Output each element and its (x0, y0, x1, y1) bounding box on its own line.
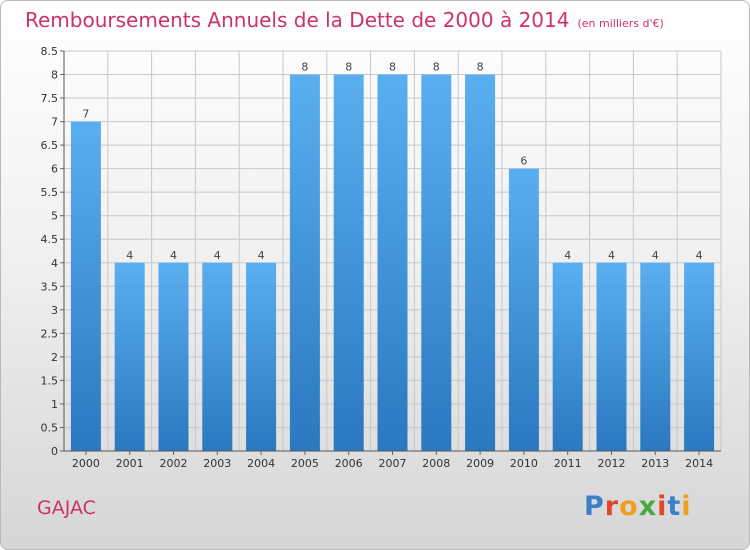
y-tick-label: 5 (51, 210, 58, 223)
y-tick-label: 6 (51, 163, 58, 176)
y-tick-label: 4 (51, 257, 58, 270)
bar-value-label: 4 (608, 249, 615, 262)
y-tick-label: 7.5 (41, 92, 59, 105)
y-tick-label: 3 (51, 304, 58, 317)
logo-letter: o (619, 491, 639, 522)
logo-letter: i (681, 491, 692, 522)
bar (289, 74, 320, 451)
logo-letter: r (604, 491, 620, 522)
x-tick-label: 2005 (291, 457, 319, 470)
bar (377, 74, 408, 451)
bar-value-label: 4 (170, 249, 177, 262)
x-tick-label: 2003 (203, 457, 231, 470)
x-tick-label: 2001 (116, 457, 144, 470)
y-tick-label: 2.5 (41, 327, 59, 340)
bar (684, 262, 715, 451)
x-tick-label: 2009 (466, 457, 494, 470)
logo-letter: i (657, 491, 668, 522)
bar-value-label: 4 (564, 249, 571, 262)
x-tick-label: 2000 (72, 457, 100, 470)
bar-value-label: 4 (214, 249, 221, 262)
bar (246, 262, 277, 451)
bar-value-label: 4 (652, 249, 659, 262)
logo-letter: x (638, 491, 658, 522)
x-tick-label: 2008 (422, 457, 450, 470)
bar (421, 74, 452, 451)
bar (465, 74, 496, 451)
x-tick-label: 2002 (160, 457, 188, 470)
y-tick-label: 2 (51, 351, 58, 364)
axes (60, 50, 721, 455)
bar (508, 168, 539, 451)
bar (158, 262, 189, 451)
x-tick-label: 2010 (510, 457, 538, 470)
y-tick-label: 3.5 (41, 280, 59, 293)
bar (552, 262, 583, 451)
x-tick-label: 2006 (335, 457, 363, 470)
bar (333, 74, 364, 451)
labels: 0 0.5 1 1.5 2 2.5 3 3.5 4 4.5 5 5.5 6 6.5 7 7.5 8 8.5 7 200… (41, 45, 714, 470)
y-tick-label: 4.5 (41, 233, 59, 246)
bar-value-label: 8 (345, 61, 352, 74)
y-tick-label: 1.5 (41, 374, 59, 387)
y-tick-label: 0 (51, 445, 58, 458)
chart-unit: (en milliers d'€) (577, 17, 664, 30)
bar (202, 262, 233, 451)
bar (596, 262, 627, 451)
logo-letter: t (667, 491, 682, 522)
bar-value-label: 8 (433, 61, 440, 74)
chart-title: Remboursements Annuels de la Dette de 20… (25, 8, 664, 32)
y-tick-label: 7 (51, 116, 58, 129)
bar-value-label: 4 (258, 249, 265, 262)
chart-title-text: Remboursements Annuels de la Dette de 20… (25, 8, 570, 32)
bar-value-label: 8 (301, 61, 308, 74)
y-tick-label: 1 (51, 398, 58, 411)
bar-value-label: 8 (477, 61, 484, 74)
commune-name: GAJAC (37, 497, 96, 519)
bar (114, 262, 145, 451)
x-tick-label: 2013 (641, 457, 669, 470)
proxiti-logo: Proxiti (584, 491, 692, 522)
y-tick-label: 8 (51, 69, 58, 82)
bar-value-label: 6 (520, 155, 527, 168)
x-tick-label: 2004 (247, 457, 275, 470)
bar (640, 262, 671, 451)
bar-value-label: 4 (126, 249, 133, 262)
y-tick-label: 6.5 (41, 139, 59, 152)
y-tick-label: 5.5 (41, 186, 59, 199)
bar (70, 121, 101, 452)
x-tick-label: 2012 (598, 457, 626, 470)
bar-value-label: 4 (696, 249, 703, 262)
x-tick-label: 2014 (685, 457, 713, 470)
bars (70, 74, 715, 452)
bar-value-label: 7 (82, 108, 89, 121)
y-tick-label: 0.5 (41, 421, 59, 434)
x-tick-label: 2011 (554, 457, 582, 470)
bar-value-label: 8 (389, 61, 396, 74)
y-tick-label: 8.5 (41, 45, 59, 58)
logo-letter: P (584, 491, 605, 522)
x-tick-label: 2007 (379, 457, 407, 470)
